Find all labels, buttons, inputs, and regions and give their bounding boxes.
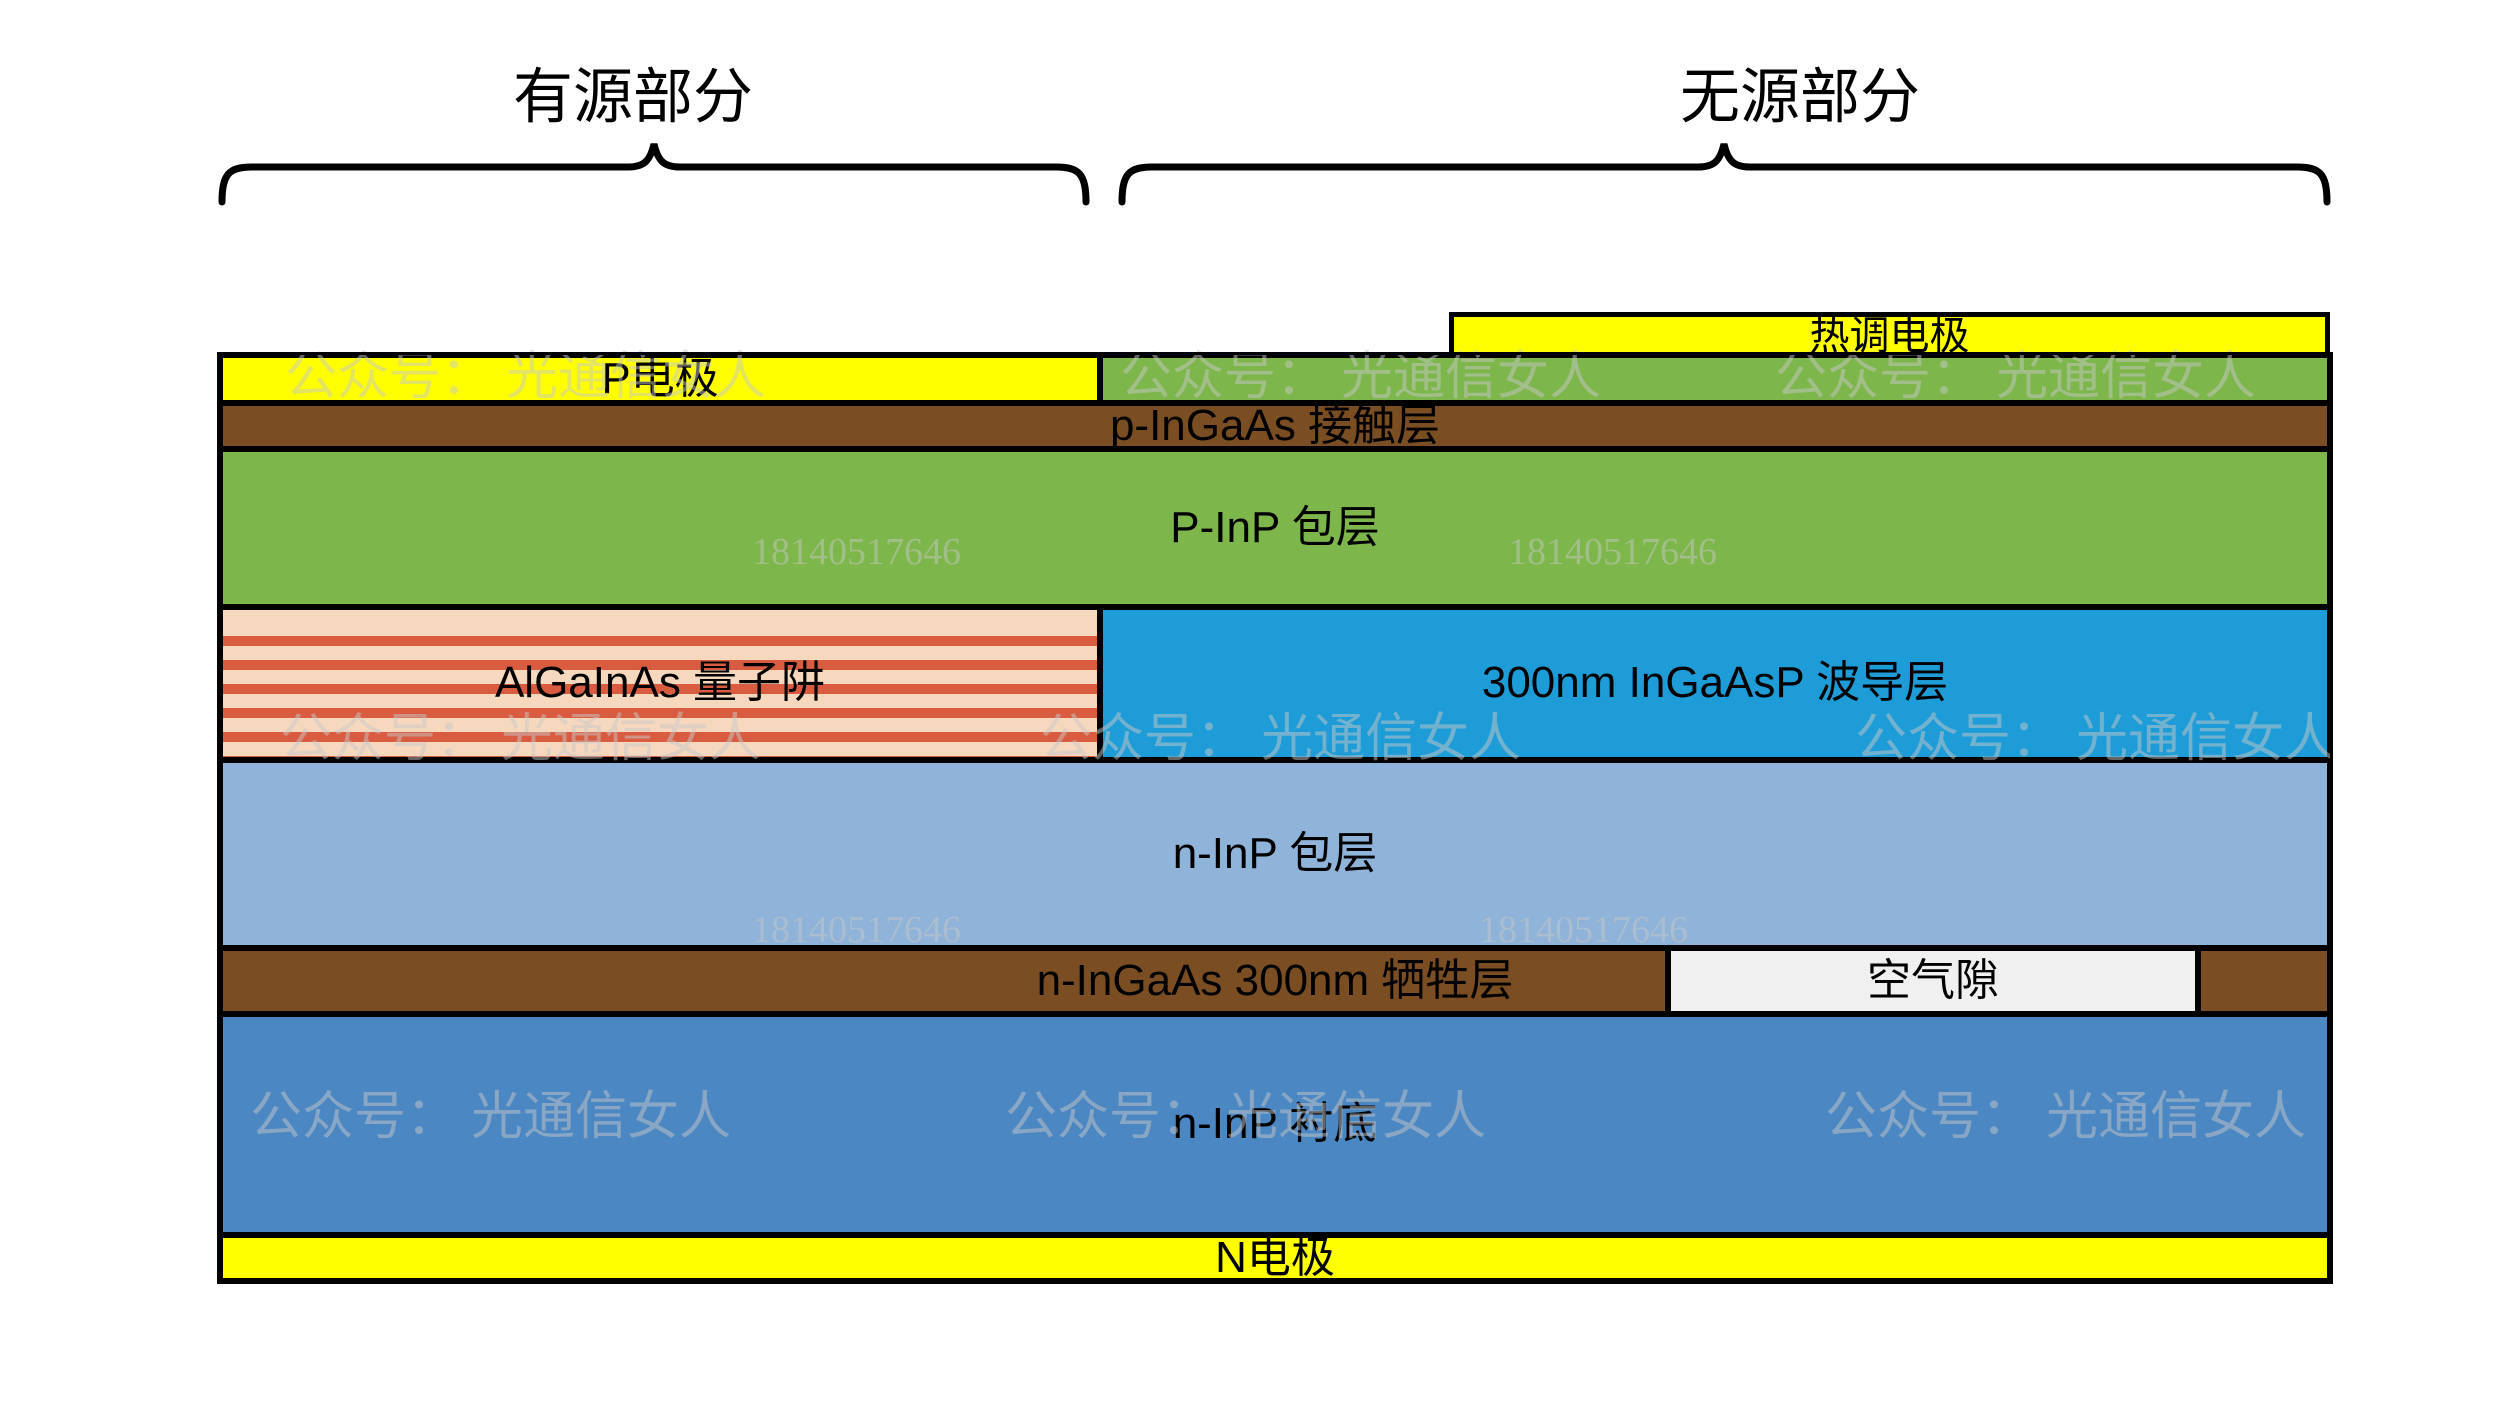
layer-p-electrode: P电极: [220, 353, 1100, 403]
substrate-label: n-InP 衬底: [1172, 1099, 1378, 1149]
air-gap-label: 空气隙: [1867, 955, 1999, 1005]
passive-section-brace: [1118, 143, 2331, 206]
watermark-wechat: 公众号： 光通信女人: [1005, 1089, 1487, 1146]
layer-air-gap: 空气隙: [1668, 948, 2198, 1014]
layer-p-cladding: P-InP 包层: [220, 449, 2330, 607]
p-cladding-label: P-InP 包层: [1170, 502, 1380, 552]
quantum-well-label: AlGaInAs 量子阱: [494, 658, 826, 708]
layer-quantum-well: AlGaInAs 量子阱: [220, 607, 1100, 760]
layer-n-electrode: N电极: [220, 1232, 2330, 1282]
watermark-phone: 18140517646: [1508, 531, 1717, 573]
active-section-brace: [218, 143, 1090, 206]
layer-substrate: n-InP 衬底: [220, 1014, 2330, 1235]
layer-p-cladding-top-strip: [1100, 355, 2330, 403]
watermark-phone: 18140517646: [752, 531, 961, 573]
watermark-wechat: 公众号： 光通信女人: [280, 711, 762, 768]
watermark-wechat: 公众号： 光通信女人: [1040, 711, 1522, 768]
n-electrode-label: N电极: [1215, 1232, 1335, 1282]
layer-waveguide: 300nm InGaAsP 波导层: [1100, 607, 2330, 760]
layer-heater-electrode: 热调电极: [1449, 312, 2330, 358]
layer-sacrificial: [220, 948, 1668, 1014]
passive-section-title: 无源部分: [1680, 63, 1920, 131]
watermark-wechat: 公众号： 光通信女人: [250, 1089, 732, 1146]
layer-sacrificial-right-stub: [2198, 948, 2330, 1014]
watermark-phone: 18140517646: [752, 909, 961, 951]
contact-layer-label: p-InGaAs 接触层: [1109, 400, 1441, 450]
waveguide-label: 300nm InGaAsP 波导层: [1481, 658, 1949, 708]
watermark-wechat: 公众号： 光通信女人: [285, 349, 767, 406]
n-cladding-label: n-InP 包层: [1172, 828, 1378, 878]
watermark-wechat: 公众号： 光通信女人: [1775, 349, 2257, 406]
active-section-title: 有源部分: [513, 63, 753, 131]
heater-electrode-label: 热调电极: [1809, 314, 1970, 358]
layer-contact: p-InGaAs 接触层: [220, 400, 2330, 450]
watermark-phone: 18140517646: [1479, 909, 1688, 951]
p-electrode-label: P电极: [601, 353, 719, 403]
watermark-wechat: 公众号： 光通信女人: [1825, 1089, 2307, 1146]
watermark-wechat: 公众号： 光通信女人: [1855, 711, 2337, 768]
watermark-wechat: 公众号： 光通信女人: [1120, 349, 1602, 406]
layer-n-cladding: n-InP 包层: [220, 760, 2330, 948]
